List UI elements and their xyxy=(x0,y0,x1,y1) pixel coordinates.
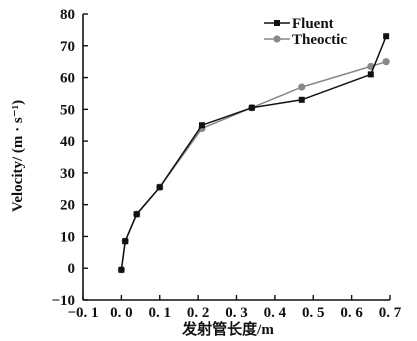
x-tick-label: 0. 6 xyxy=(340,305,363,321)
data-point-theoctic xyxy=(298,83,306,91)
x-tick-label: 0. 1 xyxy=(149,305,172,321)
plot-frame xyxy=(82,14,390,301)
series-line-theoctic xyxy=(120,60,387,270)
x-tick-label: 0. 7 xyxy=(379,305,402,321)
x-tick-label: 0. 5 xyxy=(302,305,325,321)
x-tick-label: 0. 3 xyxy=(225,305,248,321)
y-tick-label: 10 xyxy=(60,229,75,245)
y-tick-label: 20 xyxy=(60,198,75,214)
y-axis-ticks: −10 0 10 20 30 40 50 60 70 80 xyxy=(51,7,88,309)
data-point-fluent xyxy=(248,104,255,111)
x-tick-label: 0. 0 xyxy=(110,305,133,321)
legend-label-fluent: Fluent xyxy=(292,16,334,32)
y-tick-label: 30 xyxy=(60,166,75,182)
series-layer xyxy=(117,33,390,274)
data-point-theoctic xyxy=(382,58,390,66)
y-tick-label: 60 xyxy=(60,71,75,87)
data-point-fluent xyxy=(133,211,140,218)
x-tick-label: 0. 2 xyxy=(187,305,210,321)
x-tick-label: 0. 4 xyxy=(264,305,287,321)
x-tick-label: −0. 1 xyxy=(67,305,98,321)
data-point-fluent xyxy=(118,266,125,273)
legend-marker-fluent xyxy=(274,20,280,26)
y-axis-title: Velocity/ (m · s⁻¹) xyxy=(10,100,26,212)
data-point-fluent xyxy=(198,122,205,129)
y-tick-label: 50 xyxy=(60,102,75,118)
y-tick-label: 0 xyxy=(68,261,76,277)
y-tick-label: 80 xyxy=(60,7,75,23)
legend-label-theoctic: Theoctic xyxy=(292,32,347,48)
y-tick-label: −10 xyxy=(51,293,75,309)
legend-marker-theoctic xyxy=(273,35,281,43)
x-axis-title: 发射管长度/m xyxy=(181,320,274,338)
data-point-fluent xyxy=(383,33,390,40)
y-tick-label: 70 xyxy=(60,39,75,55)
y-tick-label: 40 xyxy=(60,134,75,150)
data-point-fluent xyxy=(367,71,374,78)
data-point-fluent xyxy=(156,184,163,191)
data-point-fluent xyxy=(122,238,129,245)
data-point-fluent xyxy=(298,96,305,103)
x-axis-ticks: −0. 1 0. 0 0. 1 0. 2 0. 3 0. 4 0. 5 0. 6 0. 7 xyxy=(67,295,402,321)
series-line-fluent xyxy=(120,35,387,270)
